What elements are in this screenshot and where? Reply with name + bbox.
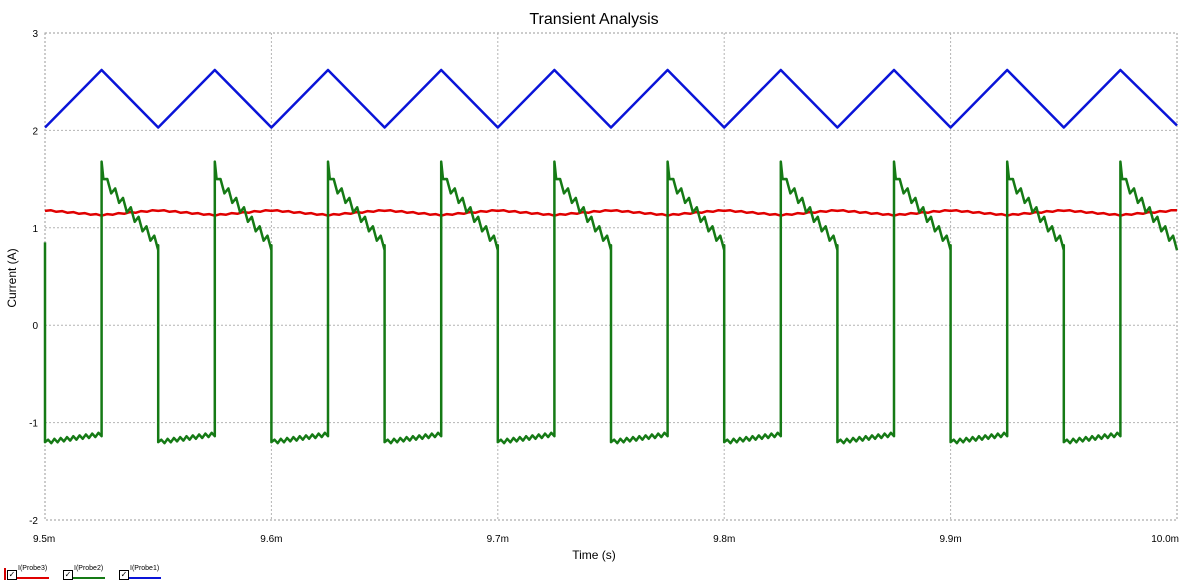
x-tick-label: 9.6m: [260, 534, 282, 545]
legend-item-probe3[interactable]: ✓ I(Probe3): [4, 565, 50, 585]
y-tick-label: 0: [32, 321, 38, 332]
series-i-probe1: [44, 68, 1178, 129]
x-axis-label: Time (s): [572, 548, 616, 562]
legend-label-probe3: I(Probe3): [18, 565, 48, 572]
x-tick-label: 9.5m: [33, 534, 55, 545]
y-tick-label: -1: [29, 419, 38, 430]
y-axis-label: Current (A): [5, 248, 19, 307]
x-tick-label: 9.9m: [939, 534, 961, 545]
y-tick-label: 2: [32, 126, 38, 137]
series-i-probe2: [43, 160, 1179, 445]
legend-checkbox-probe2[interactable]: ✓: [63, 570, 73, 580]
y-tick-label: 1: [32, 224, 38, 235]
axis-ticks: 9.5m 9.6m 9.7m 9.8m 9.9m 10.0m -2 -1 0 1 2 3: [29, 29, 1179, 545]
series-lines: [43, 68, 1179, 445]
legend-checkbox-probe1[interactable]: ✓: [119, 570, 129, 580]
plot-frame: [44, 32, 1178, 521]
cursor-marker: [4, 568, 6, 580]
legend-swatch-probe2: [73, 577, 105, 579]
x-tick-label: 10.0m: [1151, 534, 1179, 545]
legend-checkbox-probe3[interactable]: ✓: [7, 570, 17, 580]
legend-item-probe1[interactable]: ✓ I(Probe1): [116, 565, 162, 585]
legend-swatch-probe3: [17, 577, 49, 579]
chart-title: Transient Analysis: [529, 11, 658, 28]
legend: ✓ I(Probe3) ✓ I(Probe2) ✓ I(Probe1): [4, 565, 162, 585]
legend-label-probe1: I(Probe1): [130, 565, 160, 572]
legend-item-probe2[interactable]: ✓ I(Probe2): [60, 565, 106, 585]
series-i-probe3: [44, 208, 1178, 217]
y-tick-label: -2: [29, 516, 38, 527]
x-tick-label: 9.7m: [487, 534, 509, 545]
legend-label-probe2: I(Probe2): [74, 565, 104, 572]
y-tick-label: 3: [32, 29, 38, 40]
x-tick-label: 9.8m: [713, 534, 735, 545]
legend-swatch-probe1: [129, 577, 161, 579]
